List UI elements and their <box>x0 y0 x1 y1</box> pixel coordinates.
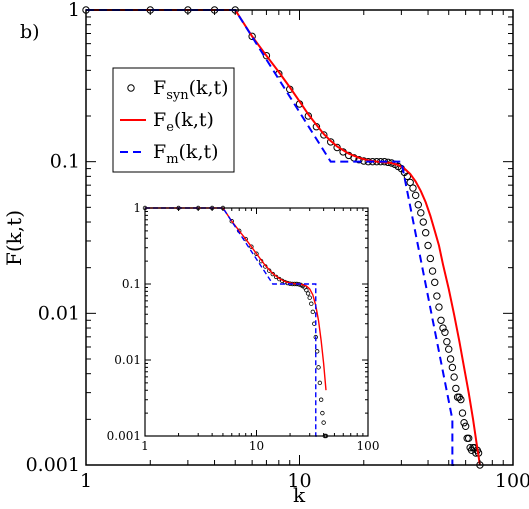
main-y-axis-title: F(k,t) <box>2 210 26 266</box>
legend: Fsyn(k,t) Fe(k,t) Fm(k,t) <box>112 67 235 173</box>
inset-x-tick-label: 10 <box>249 439 264 453</box>
inset-x-tick-label: 100 <box>357 439 380 453</box>
main-syn-point <box>460 419 468 427</box>
main-syn-point <box>439 324 447 332</box>
inset-chart: 1 10 100 0.001 0.01 0.1 1 <box>100 195 380 455</box>
inset-syn-point <box>229 219 234 224</box>
main-syn-point <box>248 32 256 41</box>
main-x-tick-label: 100 <box>495 470 529 492</box>
main-y-tick-label: 0.001 <box>26 454 80 476</box>
main-syn-point <box>450 373 458 381</box>
main-syn-point <box>320 131 328 139</box>
main-syn-point <box>457 395 465 404</box>
main-syn-point <box>445 345 453 353</box>
inset-syn-point <box>314 349 320 354</box>
inset-background <box>100 195 380 455</box>
main-syn-point <box>446 355 455 363</box>
main-syn-point <box>437 316 445 324</box>
inset-syn-point <box>309 301 314 306</box>
main-syn-point <box>421 229 430 237</box>
main-syn-point <box>452 384 460 393</box>
inset-tick-marks <box>144 208 368 437</box>
inset-syn-point <box>304 287 309 293</box>
main-syn-point <box>464 434 473 442</box>
inset-y-tick-label: 1 <box>133 201 141 215</box>
inset-syn-point <box>317 380 323 386</box>
main-x-tick-label: 10 <box>287 470 311 492</box>
main-syn-point <box>441 328 449 336</box>
main-tick-labels: 1 10 100 0.001 0.01 0.1 1 <box>26 0 529 492</box>
inset-syn-point <box>307 295 312 300</box>
inset-syn-point <box>318 397 324 402</box>
inset-syn-point <box>310 309 316 315</box>
inset-syn-point <box>254 251 259 256</box>
inset-syn-point <box>270 271 275 277</box>
main-y-tick-label: 0.01 <box>38 302 80 324</box>
legend-e-label: Fe(k,t) <box>153 109 214 135</box>
main-syn-point <box>461 422 470 430</box>
main-syn-point <box>411 191 420 200</box>
main-syn-point <box>431 278 439 287</box>
main-tick-marks <box>85 10 513 466</box>
inset-syn-point <box>320 410 325 416</box>
main-x-tick-label: 1 <box>80 470 92 492</box>
main-y-tick-label: 1 <box>68 0 80 21</box>
inset-x-tick-label: 1 <box>141 439 149 453</box>
main-syn-point <box>417 209 425 217</box>
main-syn-point <box>448 363 457 372</box>
inset-syn-point <box>249 244 254 249</box>
legend-items: Fsyn(k,t) Fe(k,t) Fm(k,t) <box>120 77 229 167</box>
panel-label: b) <box>20 21 40 43</box>
inset-e-line <box>145 207 327 391</box>
main-syn-point <box>426 254 435 263</box>
main-syn-point <box>403 172 412 181</box>
legend-syn-marker <box>127 84 135 92</box>
legend-syn-label: Fsyn(k,t) <box>153 77 229 103</box>
main-y-tick-label: 0.1 <box>50 151 80 173</box>
main-syn-point <box>433 292 441 300</box>
main-syn-point <box>424 241 432 250</box>
inset-y-tick-label: 0.01 <box>114 353 141 367</box>
inset-y-tick-label: 0.001 <box>107 429 141 443</box>
main-syn-point <box>327 138 335 146</box>
main-syn-point <box>458 409 467 417</box>
main-e-line <box>86 9 481 466</box>
legend-m-label: Fm(k,t) <box>153 141 219 167</box>
main-syn-point <box>419 218 427 226</box>
main-syn-point <box>435 303 443 311</box>
inset-tick-labels: 1 10 100 0.001 0.01 0.1 1 <box>107 201 380 453</box>
inset-syn-point <box>321 420 326 425</box>
main-syn-point <box>409 184 417 192</box>
inset-y-tick-label: 0.1 <box>122 277 141 291</box>
main-syn-point <box>443 338 451 346</box>
inset-syn-point <box>305 291 311 296</box>
main-x-axis-title: k <box>293 483 306 507</box>
main-syn-point <box>428 267 437 275</box>
main-syn-point <box>414 201 422 209</box>
inset-syn-point <box>316 365 321 370</box>
